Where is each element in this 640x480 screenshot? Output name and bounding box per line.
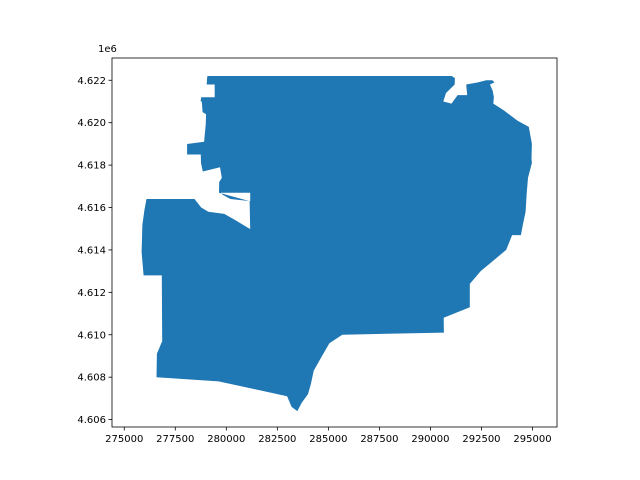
y-tick-label: 4.616	[77, 203, 106, 214]
y-tick-label: 4.610	[77, 330, 106, 341]
axes-frame	[111, 57, 558, 428]
x-tick-label: 280000	[207, 434, 245, 445]
y-axis: 4.606 4.608 4.610 4.612 4.614 4.616 4.618 4.620…	[77, 76, 112, 426]
x-tick-label: 290000	[411, 434, 449, 445]
y-tick-label: 4.612	[77, 288, 106, 299]
x-tick-label: 292500	[462, 434, 500, 445]
x-tick-label: 295000	[513, 434, 551, 445]
y-tick-label: 4.618	[77, 161, 106, 172]
plot-area	[141, 76, 532, 412]
x-tick-label: 282500	[258, 434, 296, 445]
region-polygon	[141, 76, 532, 412]
x-tick-label: 277500	[156, 434, 194, 445]
y-tick-label: 4.608	[77, 373, 106, 384]
x-tick-label: 285000	[309, 434, 347, 445]
x-tick-label: 275000	[105, 434, 143, 445]
y-tick-label: 4.622	[77, 76, 106, 87]
x-axis: 275000 277500 280000 282500 285000 287500 2900…	[105, 427, 552, 445]
y-axis-offset-label: 1e6	[98, 44, 117, 55]
y-tick-label: 4.614	[77, 245, 106, 256]
x-tick-label: 287500	[360, 434, 398, 445]
y-tick-label: 4.620	[77, 118, 106, 129]
y-tick-label: 4.606	[77, 415, 106, 426]
